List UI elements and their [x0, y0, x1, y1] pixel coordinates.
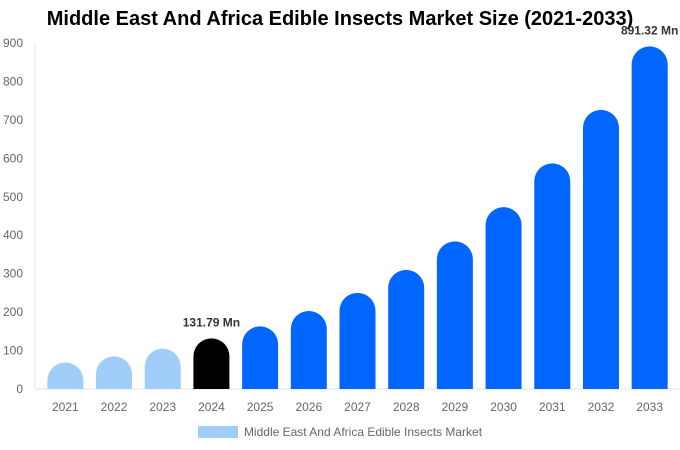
y-tick-label: 700	[3, 113, 23, 127]
chart-title: Middle East And Africa Edible Insects Ma…	[46, 8, 634, 30]
bar-2027	[339, 292, 376, 389]
x-tick-label: 2026	[295, 400, 322, 414]
data-label: 891.32 Mn	[621, 23, 678, 37]
x-tick-label: 2031	[539, 400, 566, 414]
data-label: 131.79 Mn	[183, 315, 240, 329]
bar-2031	[534, 163, 571, 389]
x-tick-label: 2024	[198, 400, 225, 414]
legend-label: Middle East And Africa Edible Insects Ma…	[243, 425, 483, 439]
x-tick-label: 2028	[393, 400, 420, 414]
bar-2028	[388, 269, 425, 389]
bar-2022	[96, 356, 133, 389]
x-tick-label: 2030	[490, 400, 517, 414]
x-tick-label: 2029	[442, 400, 469, 414]
y-tick-label: 600	[3, 151, 23, 165]
y-tick-label: 100	[3, 344, 23, 358]
x-tick-label: 2023	[149, 400, 176, 414]
x-tick-label: 2027	[344, 400, 371, 414]
y-tick-label: 400	[3, 228, 23, 242]
bar-2032	[582, 109, 619, 389]
bar-2024	[193, 338, 230, 389]
bar-2029	[436, 241, 473, 389]
bar-2033	[631, 46, 668, 389]
legend: Middle East And Africa Edible Insects Ma…	[0, 425, 680, 439]
legend-swatch	[197, 426, 238, 438]
y-tick-label: 500	[3, 190, 23, 204]
y-tick-label: 0	[16, 382, 23, 396]
x-tick-label: 2032	[588, 400, 615, 414]
bar-2025	[242, 326, 279, 389]
bar-2030	[485, 207, 522, 389]
y-tick-label: 800	[3, 74, 23, 88]
x-tick-label: 2033	[636, 400, 663, 414]
y-tick-label: 900	[3, 36, 23, 50]
y-tick-label: 200	[3, 305, 23, 319]
y-tick-label: 300	[3, 267, 23, 281]
x-tick-label: 2025	[247, 400, 274, 414]
x-tick-label: 2022	[101, 400, 128, 414]
bar-2021	[47, 362, 84, 389]
x-tick-label: 2021	[52, 400, 79, 414]
bar-2023	[144, 348, 181, 389]
bar-2026	[290, 310, 327, 389]
